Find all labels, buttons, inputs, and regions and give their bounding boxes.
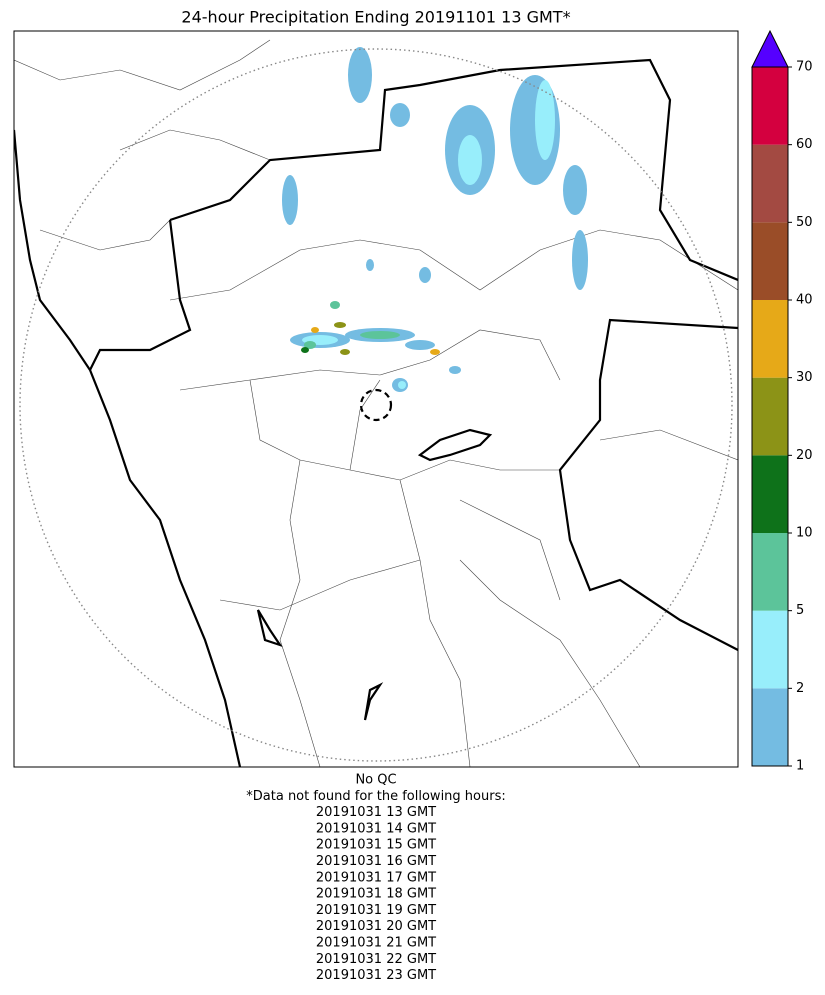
colorbar-segment — [752, 688, 788, 766]
precip-area — [419, 267, 431, 283]
precip-area — [360, 331, 400, 339]
colorbar-tick-label: 60 — [796, 137, 813, 152]
colorbar-tick-label: 70 — [796, 60, 813, 75]
precip-area — [572, 230, 588, 290]
missing-hour: 20191031 13 GMT — [316, 805, 436, 820]
note-qc: No QC — [355, 773, 396, 788]
precip-area — [535, 80, 555, 160]
precip-area — [449, 366, 461, 374]
precip-area — [330, 301, 340, 309]
missing-hour: 20191031 14 GMT — [316, 821, 436, 836]
precipitation — [282, 47, 588, 392]
colorbar-tick-label: 10 — [796, 526, 813, 541]
radar-site — [359, 388, 393, 422]
colorbar-segment — [752, 533, 788, 611]
colorbar-segment — [752, 144, 788, 223]
missing-hour: 20191031 22 GMT — [316, 952, 436, 967]
precip-area — [282, 175, 298, 225]
missing-hour: 20191031 20 GMT — [316, 919, 436, 934]
title: 24-hour Precipitation Ending 20191101 13… — [181, 8, 570, 27]
missing-hour: 20191031 16 GMT — [316, 854, 436, 869]
precip-area — [458, 135, 482, 185]
precip-area — [304, 341, 316, 349]
missing-hour: 20191031 21 GMT — [316, 936, 436, 951]
precip-area — [340, 349, 350, 355]
note-header: *Data not found for the following hours: — [246, 789, 505, 804]
precip-area — [334, 322, 346, 328]
missing-hour: 20191031 19 GMT — [316, 903, 436, 918]
colorbar-tick-label: 20 — [796, 448, 813, 463]
colorbar-frame — [751, 66, 789, 767]
missing-hour: 20191031 15 GMT — [316, 838, 436, 853]
district-boundaries — [14, 39, 738, 767]
colorbar-segment — [752, 300, 788, 378]
colorbar-tick-label: 30 — [796, 370, 813, 385]
precip-area — [301, 347, 309, 353]
precip-area — [348, 47, 372, 103]
colorbar: 1 2 5 10 20 30 40 50 60 70 — [751, 29, 813, 774]
precip-area — [430, 349, 440, 355]
colorbar-segment — [752, 67, 788, 145]
missing-hour: 20191031 17 GMT — [316, 870, 436, 885]
map — [13, 30, 739, 768]
precip-area — [390, 103, 410, 127]
precip-area — [311, 327, 319, 333]
colorbar-tick-label: 5 — [796, 603, 804, 618]
colorbar-segment — [752, 455, 788, 533]
state-boundaries — [14, 58, 738, 767]
precip-area — [563, 165, 587, 215]
colorbar-segment — [752, 222, 788, 300]
precip-area — [405, 340, 435, 350]
colorbar-segment — [752, 377, 788, 456]
colorbar-segment — [752, 610, 788, 689]
colorbar-tick-label: 40 — [796, 293, 813, 308]
missing-hour: 20191031 23 GMT — [316, 968, 436, 983]
precip-area — [398, 381, 406, 389]
map-frame — [13, 30, 739, 768]
colorbar-extend — [751, 29, 789, 68]
precip-area — [366, 259, 374, 271]
colorbar-tick-label: 50 — [796, 215, 813, 230]
missing-hour: 20191031 18 GMT — [316, 887, 436, 902]
notes: No QC*Data not found for the following h… — [246, 773, 505, 984]
range-ring — [19, 48, 733, 762]
colorbar-tick-label: 2 — [796, 681, 804, 696]
colorbar-tick-label: 1 — [796, 759, 804, 774]
